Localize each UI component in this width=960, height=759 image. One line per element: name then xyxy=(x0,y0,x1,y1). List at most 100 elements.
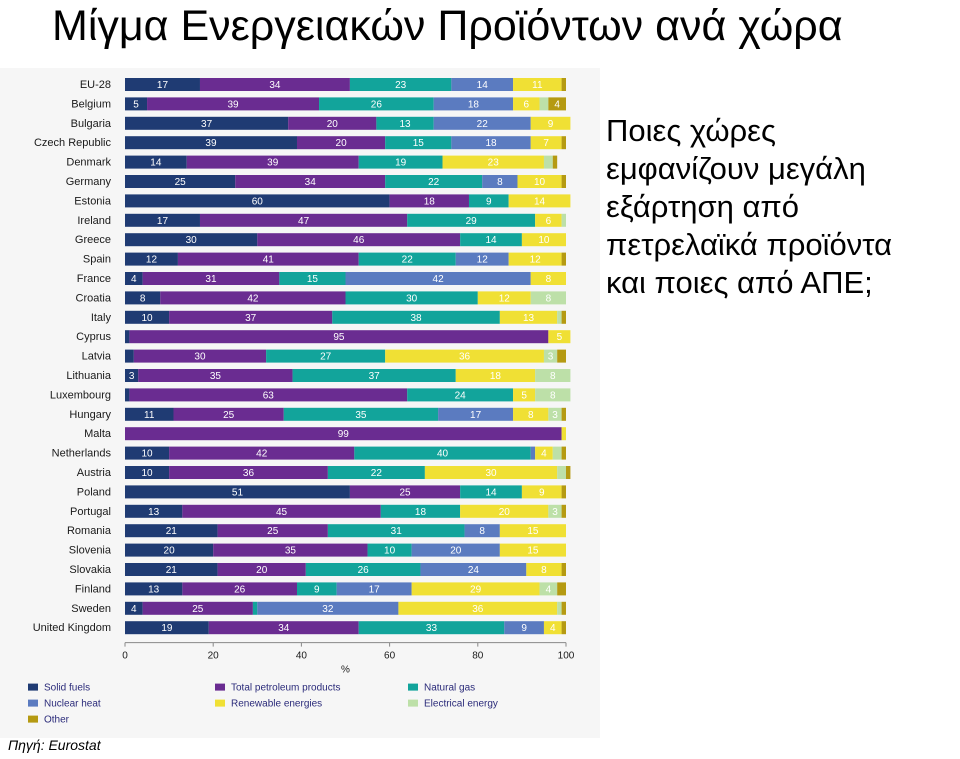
bar-segment xyxy=(327,466,425,479)
bar-segment xyxy=(182,504,381,518)
bar-segment xyxy=(530,291,566,305)
data-label: 35 xyxy=(210,371,222,382)
bar-segment xyxy=(257,233,461,247)
bar-segment xyxy=(513,407,549,421)
data-label: 11 xyxy=(144,410,155,421)
data-label: 18 xyxy=(415,507,427,518)
category-label: Portugal xyxy=(70,506,111,518)
bar-segment xyxy=(499,524,566,538)
bar-segment xyxy=(160,291,346,305)
category-label: Greece xyxy=(75,234,111,246)
data-label: 8 xyxy=(550,390,556,401)
data-label: 25 xyxy=(223,410,235,421)
bar-segment xyxy=(411,543,500,557)
bar-segment xyxy=(411,582,540,596)
bar-segment xyxy=(142,272,280,285)
bar-segment xyxy=(420,563,527,576)
bar-segment xyxy=(455,252,509,266)
bar-segment xyxy=(125,504,183,518)
bar-segment xyxy=(125,466,170,479)
data-label: 14 xyxy=(485,487,497,498)
data-label: 39 xyxy=(227,99,239,110)
data-label: 3 xyxy=(129,371,135,382)
data-label: 13 xyxy=(148,584,160,595)
x-tick-label: 80 xyxy=(472,651,484,662)
bar-segment xyxy=(296,136,386,150)
data-label: 39 xyxy=(205,138,217,149)
bar-segment xyxy=(358,155,443,169)
bar-segment xyxy=(513,78,562,91)
bar-segment xyxy=(543,349,558,363)
source-note: Πηγή: Eurostat xyxy=(8,737,101,753)
data-label: 45 xyxy=(276,507,288,518)
bar-segment xyxy=(125,155,187,169)
data-label: 12 xyxy=(499,293,511,304)
bar-segment xyxy=(539,97,549,111)
bar-segment xyxy=(125,582,183,596)
category-label: Ireland xyxy=(77,215,111,227)
bar-segment xyxy=(305,563,421,576)
data-label: 3 xyxy=(548,352,554,363)
data-label: 25 xyxy=(399,487,411,498)
data-label: 23 xyxy=(488,158,500,169)
data-label: 4 xyxy=(541,449,547,460)
bar-segment xyxy=(125,388,130,402)
bar-segment xyxy=(125,233,258,247)
data-label: 41 xyxy=(263,255,275,266)
bar-segment xyxy=(508,252,562,266)
bar-segment xyxy=(561,563,566,576)
data-label: 37 xyxy=(369,371,381,382)
question-text: Ποιες χώρες εμφανίζουν μεγάλη εξάρτηση α… xyxy=(606,112,956,302)
bar-segment xyxy=(508,194,571,208)
bar-segment xyxy=(552,155,558,169)
data-label: 18 xyxy=(468,99,480,110)
data-label: 13 xyxy=(399,119,411,130)
bar-segment xyxy=(279,272,346,285)
data-label: 3 xyxy=(552,507,558,518)
bar-segment xyxy=(557,349,566,363)
x-tick-label: 60 xyxy=(384,651,396,662)
bar-segment xyxy=(460,485,522,499)
data-label: 60 xyxy=(252,196,264,207)
bar-segment xyxy=(517,175,562,188)
data-label: 34 xyxy=(269,80,281,91)
bar-segment xyxy=(561,485,566,499)
x-axis-title: % xyxy=(341,665,350,676)
category-label: Malta xyxy=(84,428,112,440)
data-label: 20 xyxy=(336,138,348,149)
data-label: 4 xyxy=(131,274,137,285)
data-label: 30 xyxy=(186,235,198,246)
category-label: Luxembourg xyxy=(50,389,111,401)
legend-swatch xyxy=(28,699,38,707)
bar-segment xyxy=(125,291,161,305)
data-label: 10 xyxy=(384,546,396,557)
data-label: 17 xyxy=(470,410,482,421)
bar-segment xyxy=(385,175,483,188)
data-label: 6 xyxy=(546,216,552,227)
data-label: 99 xyxy=(338,429,350,440)
legend-swatch xyxy=(28,683,38,691)
bar-segment xyxy=(561,621,566,635)
bar-segment xyxy=(213,543,368,557)
data-label: 38 xyxy=(410,313,422,324)
bar-segment xyxy=(182,582,297,596)
category-label: Poland xyxy=(77,486,111,498)
bar-segment xyxy=(548,97,566,111)
legend-label: Renewable energies xyxy=(231,699,322,710)
legend-label: Solid fuels xyxy=(44,683,90,694)
bar-segment xyxy=(561,78,566,91)
bar-segment xyxy=(385,349,544,363)
bar-segment xyxy=(380,504,461,518)
bar-segment xyxy=(138,369,293,382)
bar-segment xyxy=(561,446,566,460)
data-label: 31 xyxy=(205,274,217,285)
bar-segment xyxy=(266,349,386,363)
x-tick-label: 20 xyxy=(208,651,220,662)
bar-segment xyxy=(336,582,412,596)
x-tick-label: 40 xyxy=(296,651,308,662)
bar-segment xyxy=(438,407,514,421)
data-label: 10 xyxy=(141,468,153,479)
data-label: 4 xyxy=(550,623,556,634)
question-line: Ποιες χώρες xyxy=(606,113,776,148)
